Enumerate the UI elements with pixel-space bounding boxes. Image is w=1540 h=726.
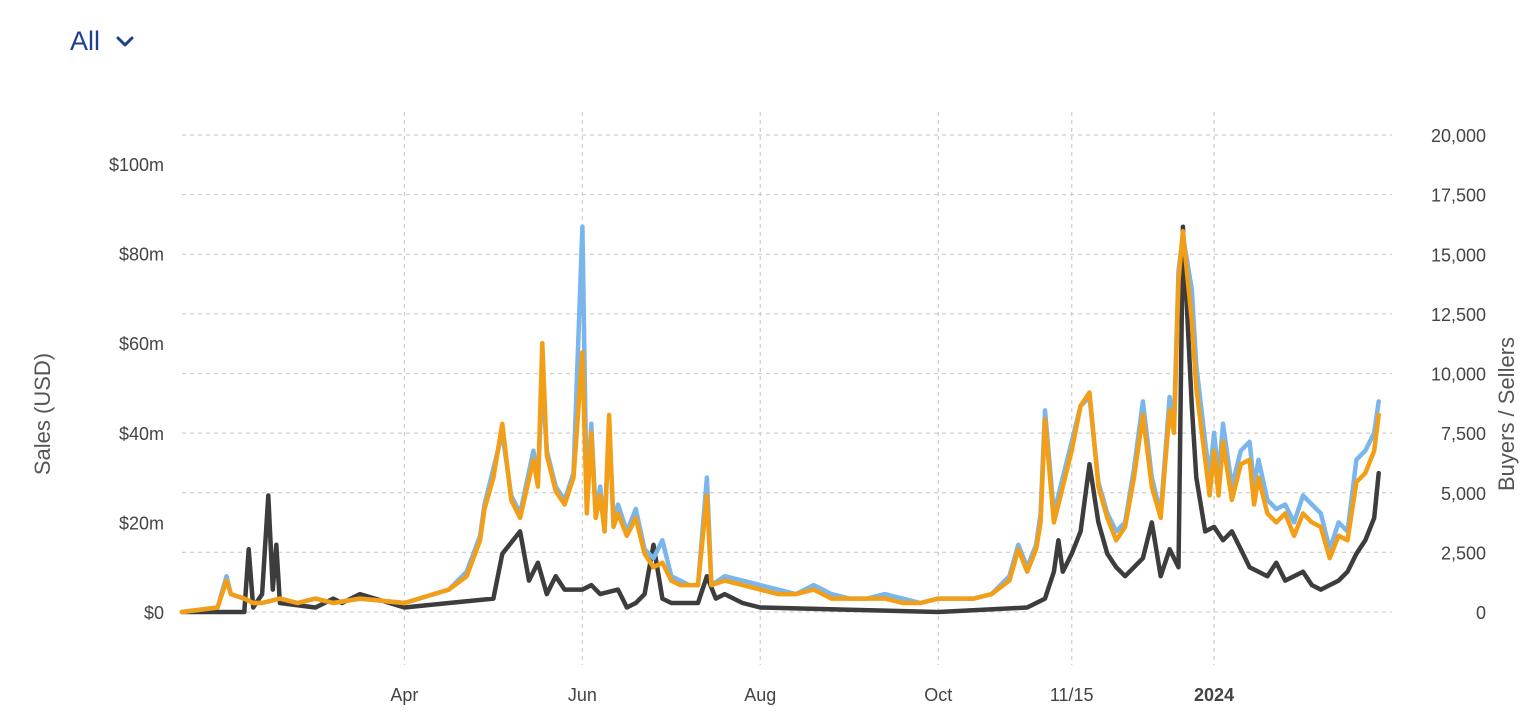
y-right-tick-label: 5,000: [1441, 484, 1486, 504]
y-left-tick-label: $80m: [119, 245, 164, 265]
y-right-tick-label: 7,500: [1441, 424, 1486, 444]
series-line-3: [179, 228, 1381, 615]
x-tick-label: Apr: [390, 685, 418, 705]
y-axis-left-title: Sales (USD): [30, 353, 55, 475]
filter-dropdown[interactable]: All: [70, 26, 136, 57]
x-tick-label: 2024: [1194, 685, 1234, 705]
x-tick-label: Aug: [744, 685, 776, 705]
y-right-tick-label: 20,000: [1431, 126, 1486, 146]
y-right-tick-label: 2,500: [1441, 543, 1486, 563]
y-right-tick-label: 0: [1476, 603, 1486, 623]
y-left-tick-label: $40m: [119, 424, 164, 444]
y-axis-right-title: Buyers / Sellers: [1494, 337, 1519, 491]
y-left-tick-label: $20m: [119, 513, 164, 533]
y-left-tick-label: $60m: [119, 334, 164, 354]
y-left-tick-label: $100m: [109, 155, 164, 175]
y-right-tick-label: 17,500: [1431, 186, 1486, 206]
chevron-down-icon: [116, 36, 134, 46]
x-tick-label: Oct: [924, 685, 952, 705]
x-tick-label: 11/15: [1050, 685, 1094, 705]
grid: [182, 112, 1392, 665]
series-line-1: [179, 224, 1381, 615]
y-right-tick-label: 10,000: [1431, 365, 1486, 385]
filter-label: All: [70, 26, 101, 56]
y-right-tick-label: 12,500: [1431, 305, 1486, 325]
x-tick-label: Jun: [568, 685, 597, 705]
series-lines: [179, 224, 1381, 615]
y-right-tick-label: 15,000: [1431, 245, 1486, 265]
tick-labels: 0 2,500 5,000 7,500 10,000 12,500 15,000 17,500…: [109, 126, 1486, 705]
y-left-tick-label: $0: [144, 603, 164, 623]
